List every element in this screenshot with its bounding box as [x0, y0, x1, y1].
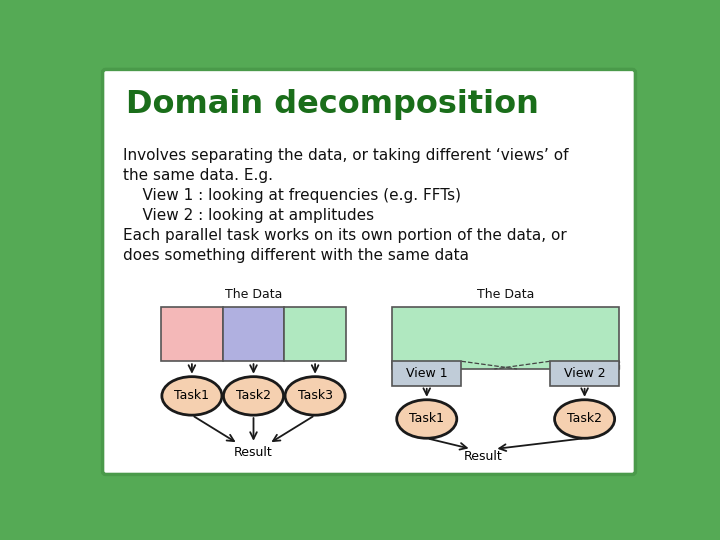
Bar [392, 307, 619, 369]
Ellipse shape [162, 377, 222, 415]
Text: Domain decomposition: Domain decomposition [127, 89, 539, 120]
Bar [284, 307, 346, 361]
Text: Involves separating the data, or taking different ‘views’ of: Involves separating the data, or taking … [122, 148, 568, 163]
Text: Task2: Task2 [236, 389, 271, 402]
Bar [161, 307, 222, 361]
Text: The Data: The Data [225, 288, 282, 301]
Ellipse shape [223, 377, 284, 415]
Text: View 2: View 2 [564, 367, 606, 380]
Ellipse shape [285, 377, 345, 415]
Text: View 1: View 1 [406, 367, 448, 380]
Text: Result: Result [234, 447, 273, 460]
Text: Each parallel task works on its own portion of the data, or: Each parallel task works on its own port… [122, 228, 567, 243]
Bar [222, 307, 284, 361]
Ellipse shape [397, 400, 456, 438]
Text: Task2: Task2 [567, 413, 602, 426]
Bar [392, 361, 462, 386]
Text: Task1: Task1 [174, 389, 210, 402]
Text: View 2 : looking at amplitudes: View 2 : looking at amplitudes [122, 208, 374, 223]
Text: The Data: The Data [477, 288, 534, 301]
Text: View 1 : looking at frequencies (e.g. FFTs): View 1 : looking at frequencies (e.g. FF… [122, 188, 461, 203]
Ellipse shape [554, 400, 615, 438]
FancyBboxPatch shape [102, 70, 636, 475]
Bar [550, 361, 619, 386]
Text: the same data. E.g.: the same data. E.g. [122, 168, 273, 183]
Text: Task1: Task1 [409, 413, 444, 426]
Text: does something different with the same data: does something different with the same d… [122, 248, 469, 263]
Text: Result: Result [464, 450, 503, 463]
Text: Task3: Task3 [297, 389, 333, 402]
